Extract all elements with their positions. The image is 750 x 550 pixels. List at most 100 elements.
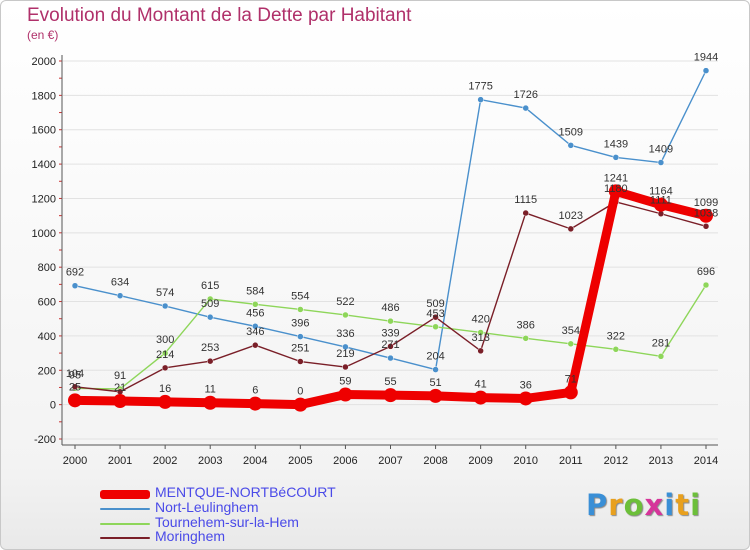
data-point — [612, 154, 620, 161]
logo-letter: o — [623, 488, 645, 522]
data-point — [702, 223, 710, 230]
data-point — [297, 358, 304, 365]
legend-label-nort-leulinghem: Nort-Leulinghem — [155, 499, 259, 515]
data-label: 584 — [246, 285, 264, 297]
data-point — [68, 393, 82, 408]
y-tick-label: 600 — [38, 297, 56, 309]
data-label: 574 — [156, 287, 174, 299]
data-label: 95 — [69, 369, 81, 381]
data-label: 16 — [159, 383, 171, 395]
legend-item-tournehem: Tournehem-sur-la-Hem — [100, 514, 299, 531]
data-point — [473, 390, 488, 405]
data-label: 6 — [252, 385, 258, 397]
data-label: 354 — [562, 325, 580, 337]
x-tick-label: 2011 — [559, 455, 583, 467]
data-label: 55 — [384, 376, 396, 388]
data-label: 396 — [291, 318, 309, 330]
data-label: 104 — [66, 368, 84, 380]
data-point — [161, 302, 169, 310]
x-tick-label: 2004 — [243, 455, 267, 467]
y-tick-label: 2000 — [32, 56, 56, 68]
data-point — [432, 313, 439, 321]
data-point — [657, 159, 665, 166]
data-point — [342, 363, 349, 371]
data-point — [657, 353, 665, 360]
data-label: 59 — [339, 375, 351, 387]
logo-letter: t — [675, 488, 691, 522]
data-label: 25 — [69, 381, 81, 393]
data-label: 509 — [201, 298, 219, 310]
logo-letter: i — [690, 488, 702, 522]
x-tick-label: 2009 — [468, 455, 492, 467]
data-label: 346 — [246, 326, 264, 338]
x-tick-label: 2007 — [378, 455, 402, 467]
legend-swatch-mentque — [100, 489, 150, 499]
legend-item-moringhem: Moringhem — [100, 528, 225, 545]
data-point — [612, 346, 620, 353]
data-label: 253 — [201, 342, 219, 354]
data-label: 36 — [520, 379, 532, 391]
data-point — [252, 323, 259, 330]
data-point — [293, 397, 308, 412]
data-label: 634 — [111, 277, 129, 289]
data-label: 386 — [517, 319, 535, 331]
data-label: 1439 — [604, 138, 628, 150]
logo-letter: x — [644, 488, 665, 522]
x-tick-label: 2014 — [694, 455, 718, 467]
legend-item-nort-leulinghem: Nort-Leulinghem — [100, 499, 259, 516]
data-label: 91 — [114, 370, 126, 382]
data-label: 1099 — [694, 197, 718, 209]
y-tick-label: 1200 — [32, 193, 56, 205]
x-tick-label: 2000 — [63, 455, 87, 467]
data-label: 1023 — [559, 210, 583, 222]
data-point — [518, 391, 533, 406]
data-point — [699, 208, 713, 223]
data-label: 554 — [291, 290, 309, 302]
data-point — [702, 281, 710, 289]
logo-letter: r — [608, 488, 624, 522]
data-point — [387, 343, 394, 350]
data-point — [387, 317, 394, 325]
data-point — [71, 383, 79, 391]
data-point — [432, 366, 439, 373]
data-point — [116, 292, 124, 299]
data-label: 219 — [336, 348, 354, 360]
data-label: 420 — [471, 313, 489, 325]
data-point — [297, 306, 304, 313]
data-point — [522, 104, 529, 112]
y-tick-label: 200 — [38, 365, 56, 377]
data-point — [206, 313, 214, 321]
data-point — [113, 394, 128, 409]
data-label: 251 — [291, 343, 309, 355]
data-label: 1180 — [604, 183, 628, 195]
data-point — [387, 354, 394, 362]
data-label: 1775 — [468, 81, 492, 93]
legend-label-moringhem: Moringhem — [155, 528, 226, 544]
data-point — [342, 343, 349, 351]
data-label: 339 — [381, 327, 399, 339]
data-label: 214 — [156, 349, 174, 361]
logo-letter: P — [586, 488, 609, 522]
data-label: 456 — [246, 307, 264, 319]
x-tick-label: 2002 — [153, 455, 177, 467]
data-point — [702, 67, 710, 74]
data-point — [653, 197, 668, 212]
data-label: 1409 — [649, 144, 673, 156]
data-point — [161, 364, 169, 372]
data-label: 509 — [426, 298, 444, 310]
x-tick-label: 2005 — [288, 455, 312, 467]
proxiti-logo: Proxiti — [586, 488, 701, 522]
data-label: 11 — [205, 384, 216, 396]
data-label: 522 — [336, 296, 354, 308]
y-tick-label: 1600 — [32, 125, 56, 137]
x-tick-label: 2012 — [604, 455, 628, 467]
data-point — [567, 340, 575, 348]
data-point — [158, 394, 173, 409]
x-tick-label: 2010 — [513, 455, 537, 467]
data-point — [297, 333, 304, 340]
data-label: 271 — [381, 339, 399, 351]
x-tick-label: 2008 — [423, 455, 447, 467]
data-point — [522, 335, 529, 342]
data-point — [477, 347, 484, 355]
